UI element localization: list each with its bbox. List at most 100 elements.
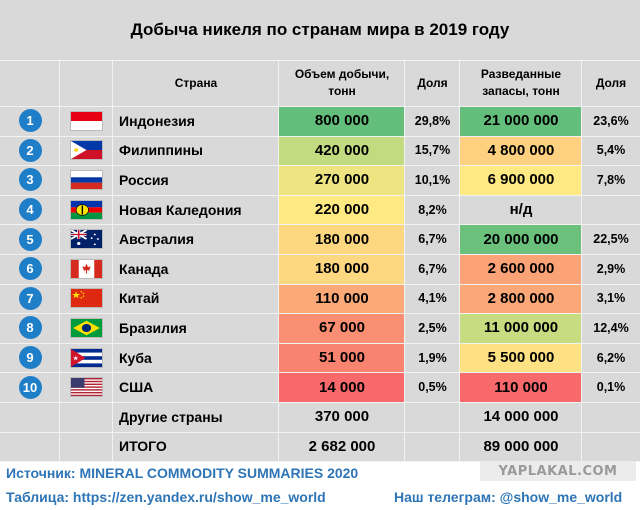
header-country: Страна xyxy=(174,75,218,90)
total-label: ИТОГО xyxy=(119,438,167,455)
production-value: 220 000 xyxy=(279,194,405,225)
total-production: 2 682 000 xyxy=(308,437,376,455)
table-row: 3 Россия 270 000 10,1% 6 900 000 7,8% xyxy=(0,165,640,195)
other-row: Другие страны 370 000 14 000 000 xyxy=(0,402,640,432)
production-value: 110 000 xyxy=(279,283,405,314)
rank-cell: 8 xyxy=(0,313,60,343)
production-share: 15,7% xyxy=(414,143,451,158)
rank-badge: 6 xyxy=(18,257,42,281)
rank-cell: 6 xyxy=(0,254,60,284)
reserves-value: 2 800 000 xyxy=(460,283,582,314)
production-value: 67 000 xyxy=(279,313,405,343)
flag-cell xyxy=(60,165,113,195)
total-reserves: 89 000 000 xyxy=(483,437,559,455)
grid-line xyxy=(459,60,460,462)
reserves-share: 3,1% xyxy=(596,291,626,306)
flag-cell xyxy=(60,224,113,254)
country-name: Россия xyxy=(119,171,169,188)
telegram-link[interactable]: Наш телеграм: @show_me_world xyxy=(394,489,623,505)
grid-line xyxy=(404,60,405,462)
rank-cell: 7 xyxy=(0,284,60,314)
russia-flag xyxy=(70,169,103,190)
header-production: Объем добычи, тонн xyxy=(294,67,390,98)
reserves-share: 2,9% xyxy=(596,261,626,276)
country-name: Новая Каледония xyxy=(119,201,242,218)
total-row: ИТОГО 2 682 000 89 000 000 xyxy=(0,432,640,462)
grid-line xyxy=(0,313,640,314)
table-row: 10 США 14 000 0,5% 110 000 0,1% xyxy=(0,372,640,402)
rank-cell: 4 xyxy=(0,195,60,225)
grid-line xyxy=(0,106,640,107)
table-row: 5 Австралия 180 000 6,7% 20 000 000 22,5% xyxy=(0,224,640,254)
australia-flag xyxy=(70,229,103,250)
country-name: Филиппины xyxy=(119,142,203,159)
table-row: 7 Китай 110 000 4,1% 2 800 000 3,1% xyxy=(0,283,640,314)
other-production: 370 000 xyxy=(314,408,370,426)
grid-line xyxy=(0,136,640,137)
production-value: 180 000 xyxy=(279,254,405,284)
cuba-flag xyxy=(70,347,103,368)
flag-cell xyxy=(60,284,113,314)
flag-cell xyxy=(60,195,113,225)
reserves-value: н/д xyxy=(509,201,533,219)
production-share: 6,7% xyxy=(418,232,447,247)
table-row: 6 Канада 180 000 6,7% 2 600 000 2,9% xyxy=(0,254,640,284)
grid-line xyxy=(0,195,640,196)
grid-line xyxy=(0,402,640,403)
production-share: 0,5% xyxy=(418,380,447,395)
country-name: Канада xyxy=(119,260,169,277)
production-value: 420 000 xyxy=(279,135,405,166)
reserves-share: 0,1% xyxy=(596,380,626,395)
production-share: 29,8% xyxy=(414,113,451,128)
reserves-value: 2 600 000 xyxy=(460,254,582,284)
reserves-share: 7,8% xyxy=(596,172,626,187)
table-row: 4 Новая Каледония 220 000 8,2% н/д xyxy=(0,194,640,225)
production-value: 14 000 xyxy=(279,372,405,402)
table-row: 1 Индонезия 800 000 29,8% 21 000 000 23,6% xyxy=(0,106,640,136)
grid-line xyxy=(0,372,640,373)
other-reserves: 14 000 000 xyxy=(483,408,559,426)
header-production-share: Доля xyxy=(417,75,448,90)
canada-flag xyxy=(70,258,103,279)
grid-line xyxy=(0,432,640,433)
grid-line xyxy=(112,60,113,462)
reserves-share: 5,4% xyxy=(596,143,626,158)
reserves-value: 6 900 000 xyxy=(460,165,582,195)
reserves-value: 110 000 xyxy=(460,372,582,402)
reserves-value: 21 000 000 xyxy=(460,106,582,136)
header-reserves-share: Доля xyxy=(595,75,627,90)
reserves-share: 12,4% xyxy=(593,320,629,335)
reserves-share xyxy=(582,195,640,225)
table-row: 2 Филиппины 420 000 15,7% 4 800 000 5,4% xyxy=(0,135,640,166)
production-share: 1,9% xyxy=(418,350,447,365)
rank-cell: 10 xyxy=(0,372,60,402)
china-flag xyxy=(70,288,103,309)
rank-cell: 5 xyxy=(0,224,60,254)
flag-cell xyxy=(60,106,113,136)
country-name: Индонезия xyxy=(119,112,195,129)
production-value: 270 000 xyxy=(279,165,405,195)
rank-badge: 4 xyxy=(18,198,42,222)
flag-cell xyxy=(60,136,113,166)
grid-line xyxy=(0,254,640,255)
rank-cell: 2 xyxy=(0,136,60,166)
production-value: 180 000 xyxy=(279,224,405,254)
rank-badge: 9 xyxy=(18,346,42,370)
header-reserves: Разведанные запасы, тонн xyxy=(480,67,562,98)
rank-badge: 1 xyxy=(18,109,42,133)
production-share: 4,1% xyxy=(418,291,447,306)
grid-line xyxy=(278,60,279,462)
indonesia-flag xyxy=(70,110,103,131)
production-share: 10,1% xyxy=(414,172,451,187)
flag-cell xyxy=(60,254,113,284)
source-note: Источник: MINERAL COMMODITY SUMMARIES 20… xyxy=(6,465,359,481)
table-header-row: Страна Объем добычи, тонн Доля Разведанные … xyxy=(0,60,640,106)
rank-badge: 10 xyxy=(18,375,42,399)
grid-line xyxy=(0,224,640,225)
grid-line xyxy=(0,284,640,285)
table-link[interactable]: Таблица: https://zen.yandex.ru/show_me_w… xyxy=(6,489,326,505)
new-caledonia-flag xyxy=(70,199,103,220)
country-name: Австралия xyxy=(119,231,195,248)
grid-line xyxy=(581,60,582,462)
reserves-value: 20 000 000 xyxy=(460,224,582,254)
